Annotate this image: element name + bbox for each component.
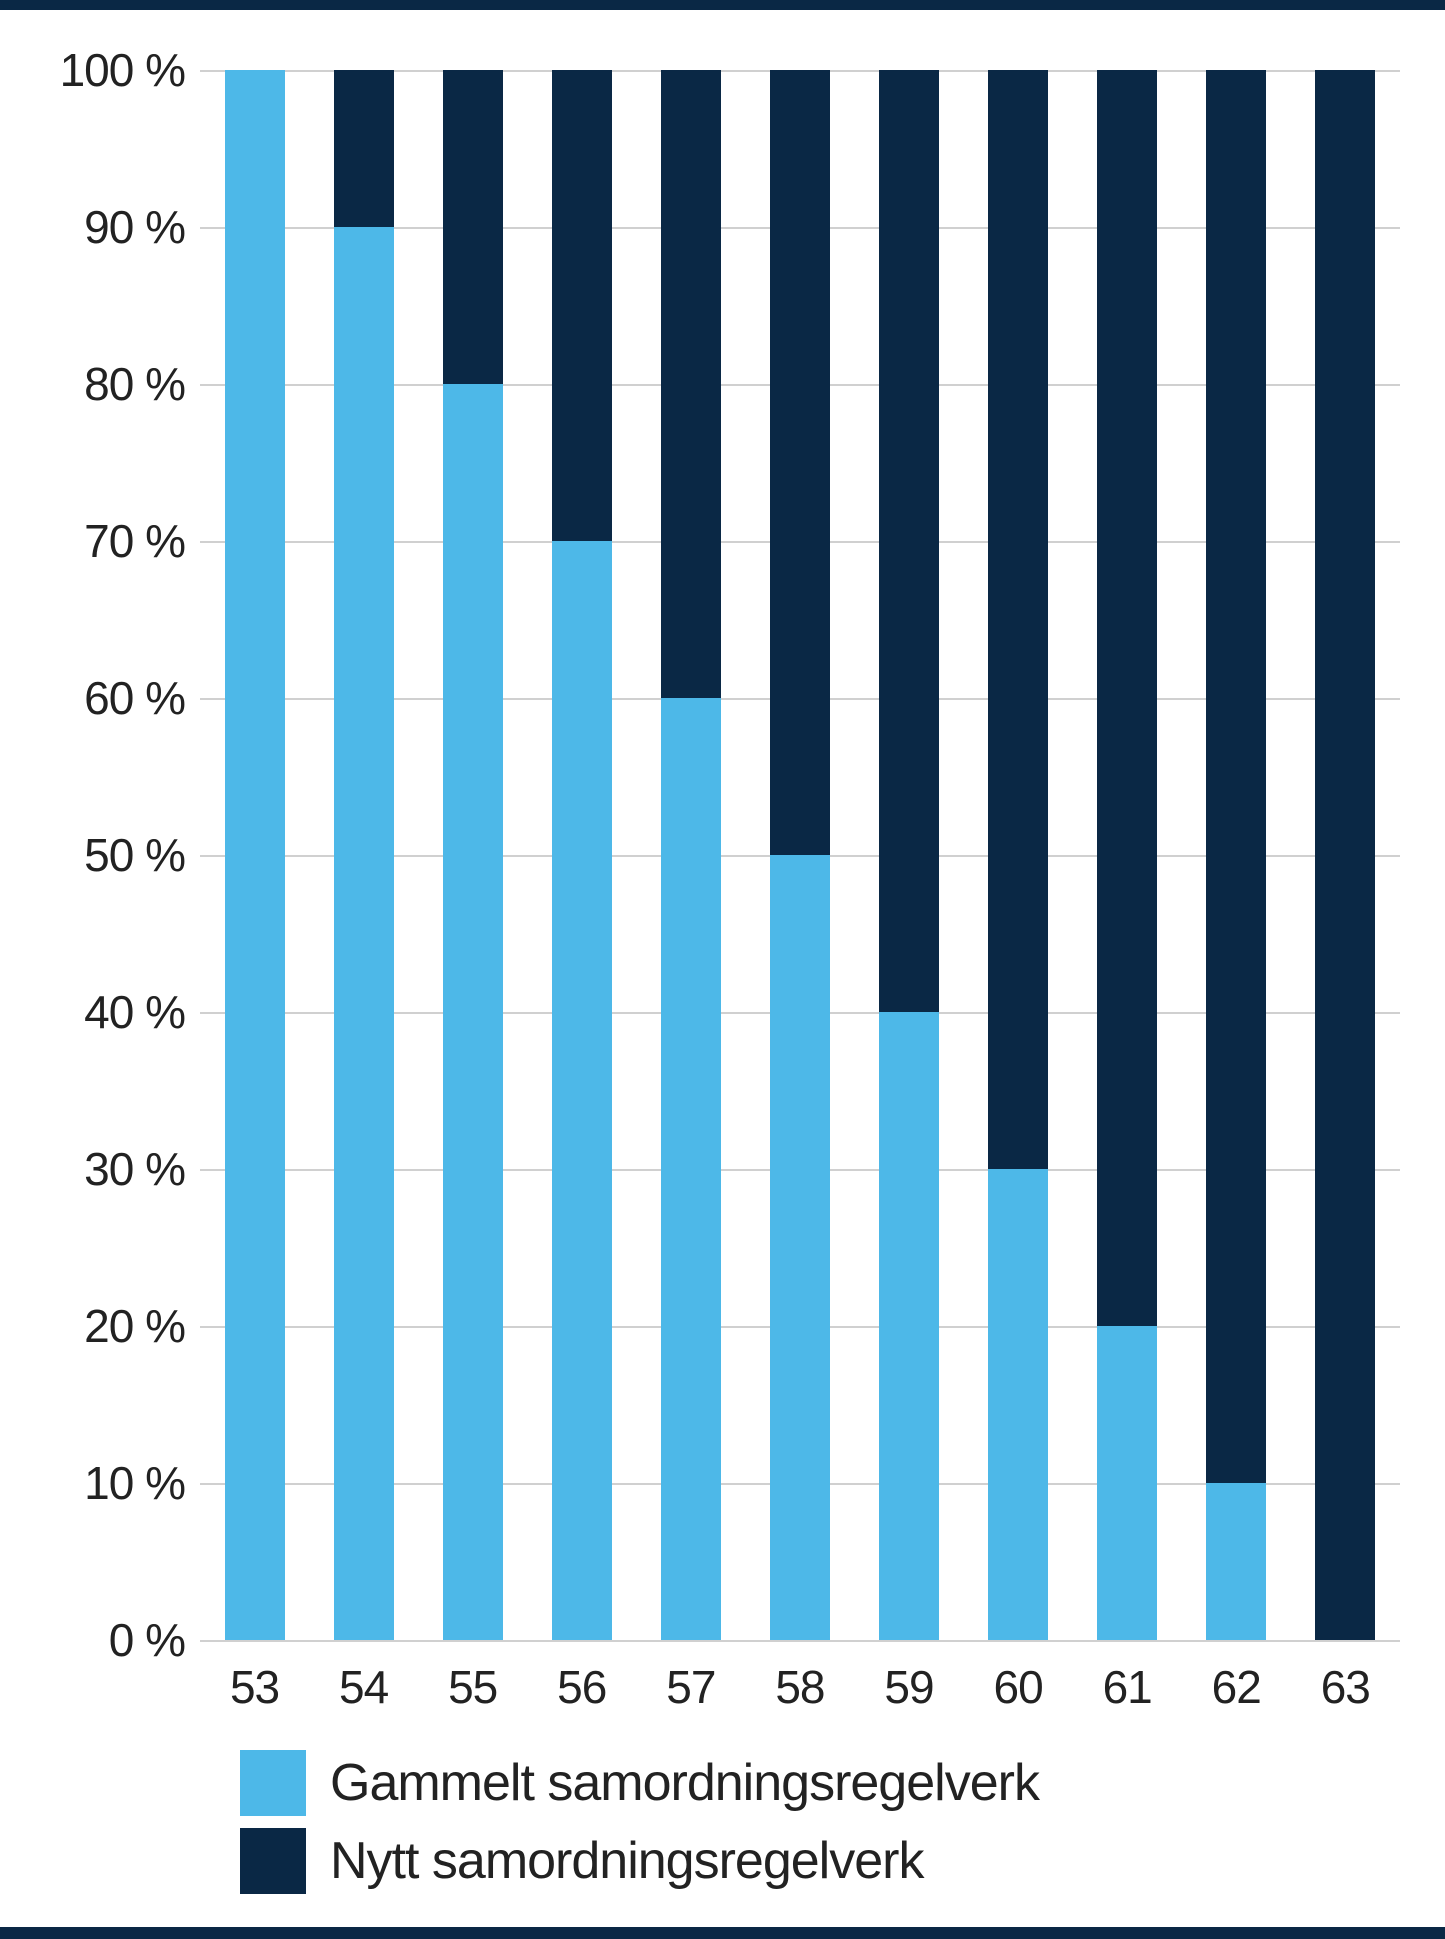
bars-group bbox=[200, 70, 1400, 1640]
x-axis-label: 63 bbox=[1315, 1660, 1375, 1714]
bar-segment-nytt bbox=[661, 70, 721, 698]
bar-segment-nytt bbox=[770, 70, 830, 855]
x-axis-label: 60 bbox=[988, 1660, 1048, 1714]
bar-segment-gammelt bbox=[770, 855, 830, 1640]
bar bbox=[334, 70, 394, 1640]
bar-segment-gammelt bbox=[334, 227, 394, 1640]
x-axis-label: 55 bbox=[443, 1660, 503, 1714]
y-axis-label: 40 % bbox=[25, 985, 185, 1039]
legend-item-gammelt: Gammelt samordningsregelverk bbox=[240, 1750, 1039, 1816]
x-axis-label: 57 bbox=[661, 1660, 721, 1714]
bar-segment-gammelt bbox=[443, 384, 503, 1640]
y-axis-label: 70 % bbox=[25, 514, 185, 568]
y-axis-label: 20 % bbox=[25, 1299, 185, 1353]
x-axis-label: 61 bbox=[1097, 1660, 1157, 1714]
bar bbox=[443, 70, 503, 1640]
bar bbox=[552, 70, 612, 1640]
x-axis-label: 56 bbox=[552, 1660, 612, 1714]
bar-segment-nytt bbox=[1315, 70, 1375, 1640]
bar-segment-nytt bbox=[443, 70, 503, 384]
bar-segment-gammelt bbox=[661, 698, 721, 1640]
bar bbox=[225, 70, 285, 1640]
legend-label-nytt: Nytt samordningsregelverk bbox=[330, 1831, 923, 1891]
y-axis-label: 10 % bbox=[25, 1456, 185, 1510]
bar-segment-nytt bbox=[552, 70, 612, 541]
y-axis-label: 80 % bbox=[25, 357, 185, 411]
y-axis-label: 0 % bbox=[25, 1613, 185, 1667]
y-axis-label: 100 % bbox=[25, 43, 185, 97]
bar bbox=[1097, 70, 1157, 1640]
bar-segment-gammelt bbox=[988, 1169, 1048, 1640]
bar-segment-nytt bbox=[1206, 70, 1266, 1483]
x-axis-labels: 53 54 55 56 57 58 59 60 61 62 63 bbox=[200, 1660, 1400, 1714]
bar bbox=[1315, 70, 1375, 1640]
x-axis-label: 62 bbox=[1206, 1660, 1266, 1714]
legend: Gammelt samordningsregelverk Nytt samord… bbox=[240, 1750, 1039, 1906]
bar-segment-nytt bbox=[988, 70, 1048, 1169]
plot-area bbox=[200, 70, 1400, 1640]
stacked-bar-chart: 0 % 10 % 20 % 30 % 40 % 50 % 60 % 70 % 80 % 90 % 1… bbox=[0, 0, 1445, 1939]
x-axis-label: 53 bbox=[225, 1660, 285, 1714]
bar-segment-nytt bbox=[334, 70, 394, 227]
legend-item-nytt: Nytt samordningsregelverk bbox=[240, 1828, 1039, 1894]
bar-segment-nytt bbox=[879, 70, 939, 1012]
bar bbox=[988, 70, 1048, 1640]
legend-label-gammelt: Gammelt samordningsregelverk bbox=[330, 1753, 1039, 1813]
legend-swatch-nytt bbox=[240, 1828, 306, 1894]
bar-segment-gammelt bbox=[1097, 1326, 1157, 1640]
y-axis-label: 50 % bbox=[25, 828, 185, 882]
bar bbox=[879, 70, 939, 1640]
bar-segment-gammelt bbox=[1206, 1483, 1266, 1640]
bar-segment-gammelt bbox=[552, 541, 612, 1640]
bar bbox=[770, 70, 830, 1640]
x-axis-label: 59 bbox=[879, 1660, 939, 1714]
x-axis-label: 54 bbox=[334, 1660, 394, 1714]
bar bbox=[661, 70, 721, 1640]
y-axis-label: 60 % bbox=[25, 671, 185, 725]
y-axis-label: 90 % bbox=[25, 200, 185, 254]
grid-line bbox=[200, 1640, 1400, 1642]
legend-swatch-gammelt bbox=[240, 1750, 306, 1816]
bar bbox=[1206, 70, 1266, 1640]
x-axis-label: 58 bbox=[770, 1660, 830, 1714]
bar-segment-gammelt bbox=[879, 1012, 939, 1640]
bar-segment-nytt bbox=[1097, 70, 1157, 1326]
bar-segment-gammelt bbox=[225, 70, 285, 1640]
y-axis-label: 30 % bbox=[25, 1142, 185, 1196]
